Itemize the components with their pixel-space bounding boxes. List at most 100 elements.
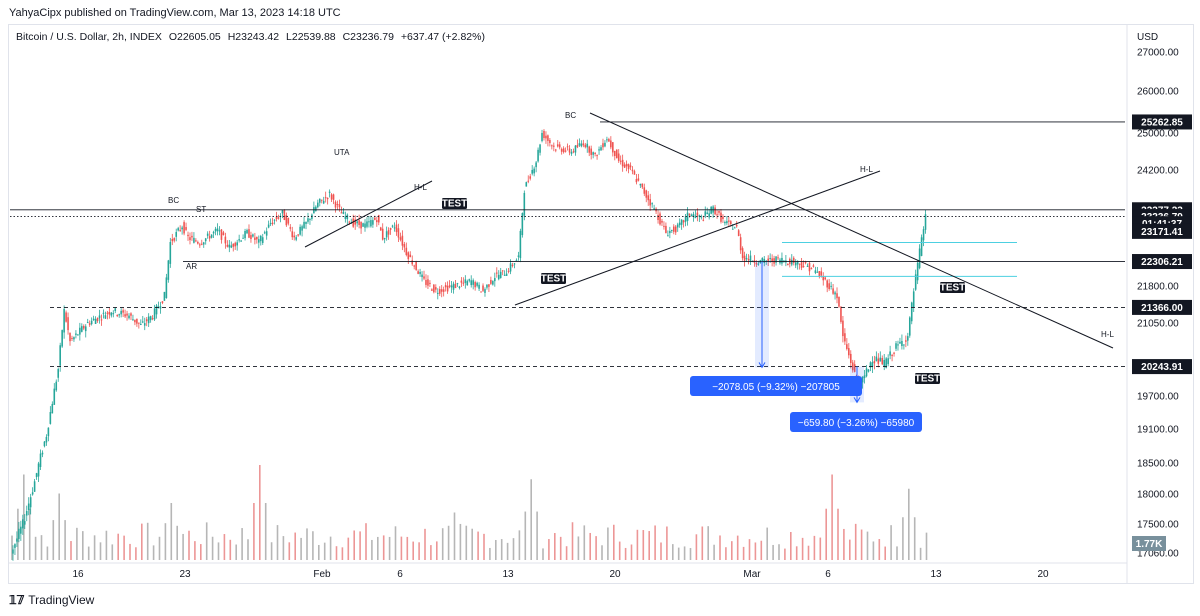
candle-body	[631, 169, 634, 172]
candle-body	[425, 280, 427, 285]
volume-bar	[270, 542, 273, 560]
candle-body	[41, 452, 44, 455]
candle-body	[914, 274, 917, 290]
candle-body	[848, 348, 850, 356]
volume-bar	[141, 523, 143, 560]
chart-frame[interactable]	[8, 24, 1194, 584]
candle-body	[897, 344, 899, 346]
volume-bar	[28, 508, 31, 560]
candle-body	[472, 280, 474, 285]
footer-brand[interactable]: 𝟙𝟟 TradingView	[9, 593, 94, 607]
candle-body	[804, 261, 807, 264]
candle-body	[617, 153, 620, 161]
candle-body	[781, 257, 783, 264]
candle-body	[210, 234, 213, 238]
volume-bar	[790, 532, 792, 560]
candle-body	[246, 229, 248, 234]
y-tick-label: 17500.00	[1137, 520, 1179, 531]
candle-body	[100, 319, 103, 321]
candle-body	[883, 359, 886, 367]
volume-bar	[548, 539, 550, 560]
candle-body	[488, 284, 490, 287]
candle-body	[492, 281, 494, 285]
candle-body	[714, 207, 716, 215]
candle-body	[122, 310, 124, 313]
pattern-annotation: H-L	[414, 183, 427, 192]
candle-body	[20, 526, 22, 534]
candle-body	[460, 280, 463, 283]
candle-body	[287, 218, 290, 224]
candle-body	[718, 211, 720, 213]
volume-bar	[913, 517, 916, 560]
candle-body	[810, 268, 813, 270]
candle-body	[846, 344, 848, 349]
legend-close: C23236.79	[342, 31, 394, 43]
candle-body	[224, 236, 227, 244]
candle-body	[352, 218, 355, 227]
candle-body	[88, 323, 91, 325]
volume-bar	[205, 522, 208, 560]
measure-label-box	[790, 412, 922, 432]
candle-body	[834, 292, 836, 295]
x-tick-label: Feb	[313, 569, 331, 580]
volume-bar	[194, 541, 196, 560]
candle-body	[258, 239, 260, 243]
volume-bar	[896, 546, 898, 560]
candle-body	[686, 212, 689, 221]
candle-body	[806, 265, 809, 267]
candle-body	[916, 262, 919, 281]
candle-body	[65, 312, 67, 322]
candle-body	[470, 280, 473, 286]
candle-body	[263, 232, 266, 234]
volume-bar	[82, 531, 84, 560]
volume-bar	[158, 536, 161, 560]
candle-body	[464, 279, 467, 283]
candle-body	[356, 221, 358, 224]
candle-body	[61, 330, 63, 347]
candle-body	[903, 344, 905, 346]
candle-body	[895, 343, 897, 349]
candle-body	[238, 239, 240, 241]
price-tag-box	[1132, 359, 1192, 375]
candle-body	[387, 230, 390, 235]
candle-body	[340, 212, 343, 214]
volume-bar	[860, 529, 863, 560]
candle-body	[907, 336, 909, 341]
candle-body	[161, 301, 164, 304]
price-tag-box	[1132, 254, 1192, 270]
candle-body	[661, 220, 663, 223]
candle-body	[358, 220, 360, 225]
test-label-box	[940, 282, 965, 293]
volume-bar	[719, 535, 721, 560]
candle-body	[688, 213, 691, 216]
volume-bar	[294, 532, 296, 560]
candle-body	[212, 231, 215, 234]
candle-body	[33, 481, 36, 492]
candle-body	[393, 227, 396, 229]
candle-body	[417, 271, 419, 274]
volume-bar	[801, 537, 804, 560]
candle-body	[560, 149, 563, 152]
candle-body	[580, 143, 583, 147]
candle-body	[722, 216, 724, 220]
candle-body	[35, 473, 38, 478]
candle-body	[720, 212, 722, 222]
candle-body	[665, 225, 667, 233]
volume-bar	[736, 535, 739, 560]
measure-arrow-head	[758, 362, 766, 369]
candle-body	[49, 412, 52, 424]
candle-body	[187, 234, 189, 237]
candle-body	[153, 308, 156, 320]
candle-body	[289, 227, 292, 229]
volume-bar	[394, 526, 397, 560]
candle-body	[330, 194, 333, 200]
candle-body	[484, 289, 486, 293]
test-label-text: TEST	[915, 374, 941, 385]
candle-body	[14, 544, 16, 548]
volume-bar	[11, 535, 13, 560]
volume-bar	[111, 544, 114, 560]
volume-bar	[306, 528, 308, 560]
candle-body	[745, 257, 748, 260]
candle-body	[75, 333, 77, 335]
